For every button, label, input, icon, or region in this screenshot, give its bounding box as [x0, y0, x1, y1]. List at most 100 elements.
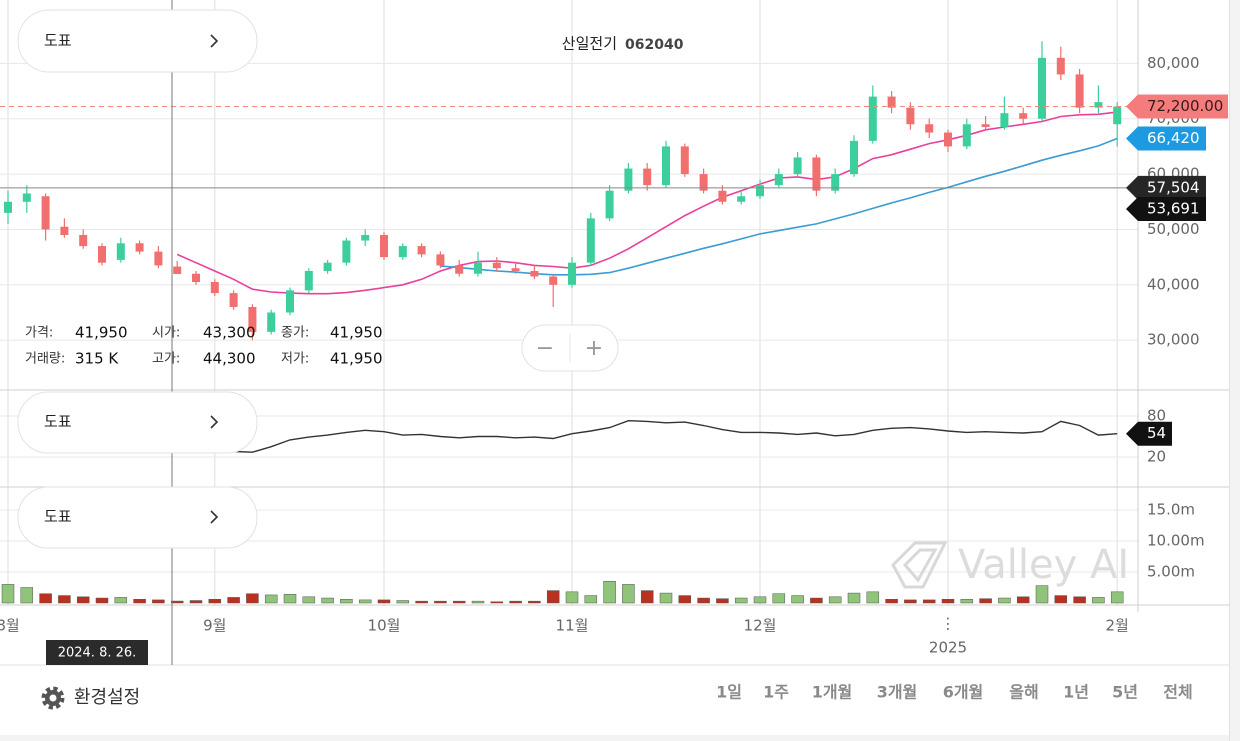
volume-bar	[208, 599, 222, 604]
x-tick-label: 2025	[929, 639, 967, 657]
candle-body	[756, 185, 764, 197]
chevron[interactable]	[210, 34, 219, 48]
volume-bar	[584, 595, 598, 604]
volume-bar	[415, 600, 428, 604]
candle-body	[116, 243, 125, 260]
volume-bar	[659, 592, 673, 604]
candle-body	[229, 293, 238, 307]
period-button[interactable]: 5년	[1112, 683, 1138, 702]
y-tick-label: 80,000	[1147, 54, 1200, 72]
period-button[interactable]: 1개월	[812, 683, 853, 702]
volume-bar	[697, 597, 710, 604]
volume-bar	[810, 597, 823, 604]
candle-body	[549, 276, 558, 285]
chart-menu[interactable]: 도표	[17, 486, 258, 549]
info-label: 시가:	[152, 326, 180, 341]
candle-body	[398, 246, 407, 258]
zoom-in[interactable]: +	[585, 336, 603, 361]
period-button[interactable]: 6개월	[943, 683, 984, 702]
volume-bar	[95, 597, 109, 604]
volume-bar	[490, 601, 504, 604]
volume-bar	[133, 599, 146, 604]
period-buttons: 1일 1주 1개월 3개월 6개월 올해 1년 5년 전체	[716, 683, 1193, 702]
watermark-logo	[891, 541, 948, 589]
gear-teeth[interactable]	[41, 686, 65, 710]
volume-bar	[1092, 597, 1105, 604]
info-value: 44,300	[203, 350, 256, 368]
info-label: 거래량:	[25, 352, 65, 367]
menu-pill[interactable]	[17, 9, 258, 73]
gear-icon[interactable]	[41, 686, 65, 710]
y-tick-label: 15.0m	[1147, 500, 1195, 518]
candle-body	[98, 246, 106, 263]
volume-bar	[152, 599, 165, 604]
candle-body	[1056, 57, 1065, 75]
chevron[interactable]	[210, 415, 219, 429]
volume-bar	[1035, 585, 1049, 604]
volume-bar	[1054, 595, 1068, 604]
price-badge	[1126, 126, 1206, 151]
menu-label[interactable]: 도표	[44, 508, 72, 526]
volume-bar	[227, 597, 240, 604]
watermark-text: Valley AI	[958, 542, 1129, 588]
period-button[interactable]: 1주	[763, 683, 789, 702]
watermark: Valley AI	[891, 541, 1129, 589]
volume-bar	[866, 591, 880, 604]
menu-pill[interactable]	[17, 486, 258, 549]
candle-body	[474, 262, 482, 274]
volume-bar	[528, 600, 541, 604]
candle-body	[850, 140, 858, 175]
volume-bar	[58, 595, 71, 604]
candle-body	[286, 290, 294, 313]
card-bottom	[0, 735, 1230, 741]
settings-label[interactable]: 환경설정	[74, 687, 140, 708]
candle-body	[323, 262, 332, 271]
candle-body	[1094, 102, 1103, 108]
chart-menu[interactable]: 도표	[17, 391, 258, 454]
x-tick-label: 10월	[368, 617, 401, 635]
x-tick-label: 8월	[0, 617, 20, 635]
moving-average	[176, 111, 1118, 295]
volume-bar	[716, 598, 729, 604]
period-button[interactable]: 1일	[716, 683, 742, 702]
volume-bar	[396, 600, 410, 604]
candle-body	[793, 157, 802, 175]
period-button[interactable]: 1년	[1063, 683, 1089, 702]
gear-hole[interactable]	[49, 694, 57, 702]
menu-pill[interactable]	[17, 391, 258, 454]
chevron[interactable]	[210, 510, 219, 524]
volume-bar	[377, 599, 391, 604]
volume-bar	[904, 599, 917, 604]
candle-body	[79, 234, 88, 247]
volume-bar	[979, 598, 992, 604]
zoom-out[interactable]: −	[536, 336, 554, 361]
menu-label[interactable]: 도표	[44, 32, 72, 50]
candle-body	[906, 107, 915, 125]
candle-body	[492, 262, 501, 269]
candle-body	[4, 201, 12, 213]
candle-body	[718, 190, 727, 202]
candle-body	[210, 282, 219, 294]
y-tick-label: 30,000	[1147, 331, 1200, 349]
price-badge	[1126, 197, 1206, 222]
candle-body	[248, 306, 257, 332]
menu-label[interactable]: 도표	[44, 413, 72, 431]
info-label: 저가:	[281, 352, 309, 367]
chart-menu[interactable]: 도표	[17, 9, 258, 73]
volume-bar	[791, 595, 804, 604]
settings-button[interactable]: 환경설정	[41, 686, 140, 710]
period-button[interactable]: 전체	[1163, 683, 1192, 702]
volume-bar	[76, 596, 90, 604]
period-button[interactable]: 3개월	[877, 683, 918, 702]
period-button[interactable]: 올해	[1009, 683, 1038, 702]
candle-body	[568, 262, 576, 285]
x-tick-label: 9월	[203, 617, 226, 635]
volume-bar	[998, 597, 1011, 604]
candle-body	[380, 234, 388, 258]
volume-bar	[640, 590, 654, 604]
volume-bar	[283, 594, 297, 604]
volume-bar	[358, 599, 372, 604]
volume-bar	[885, 599, 898, 604]
zoom-control: − +	[521, 324, 619, 372]
